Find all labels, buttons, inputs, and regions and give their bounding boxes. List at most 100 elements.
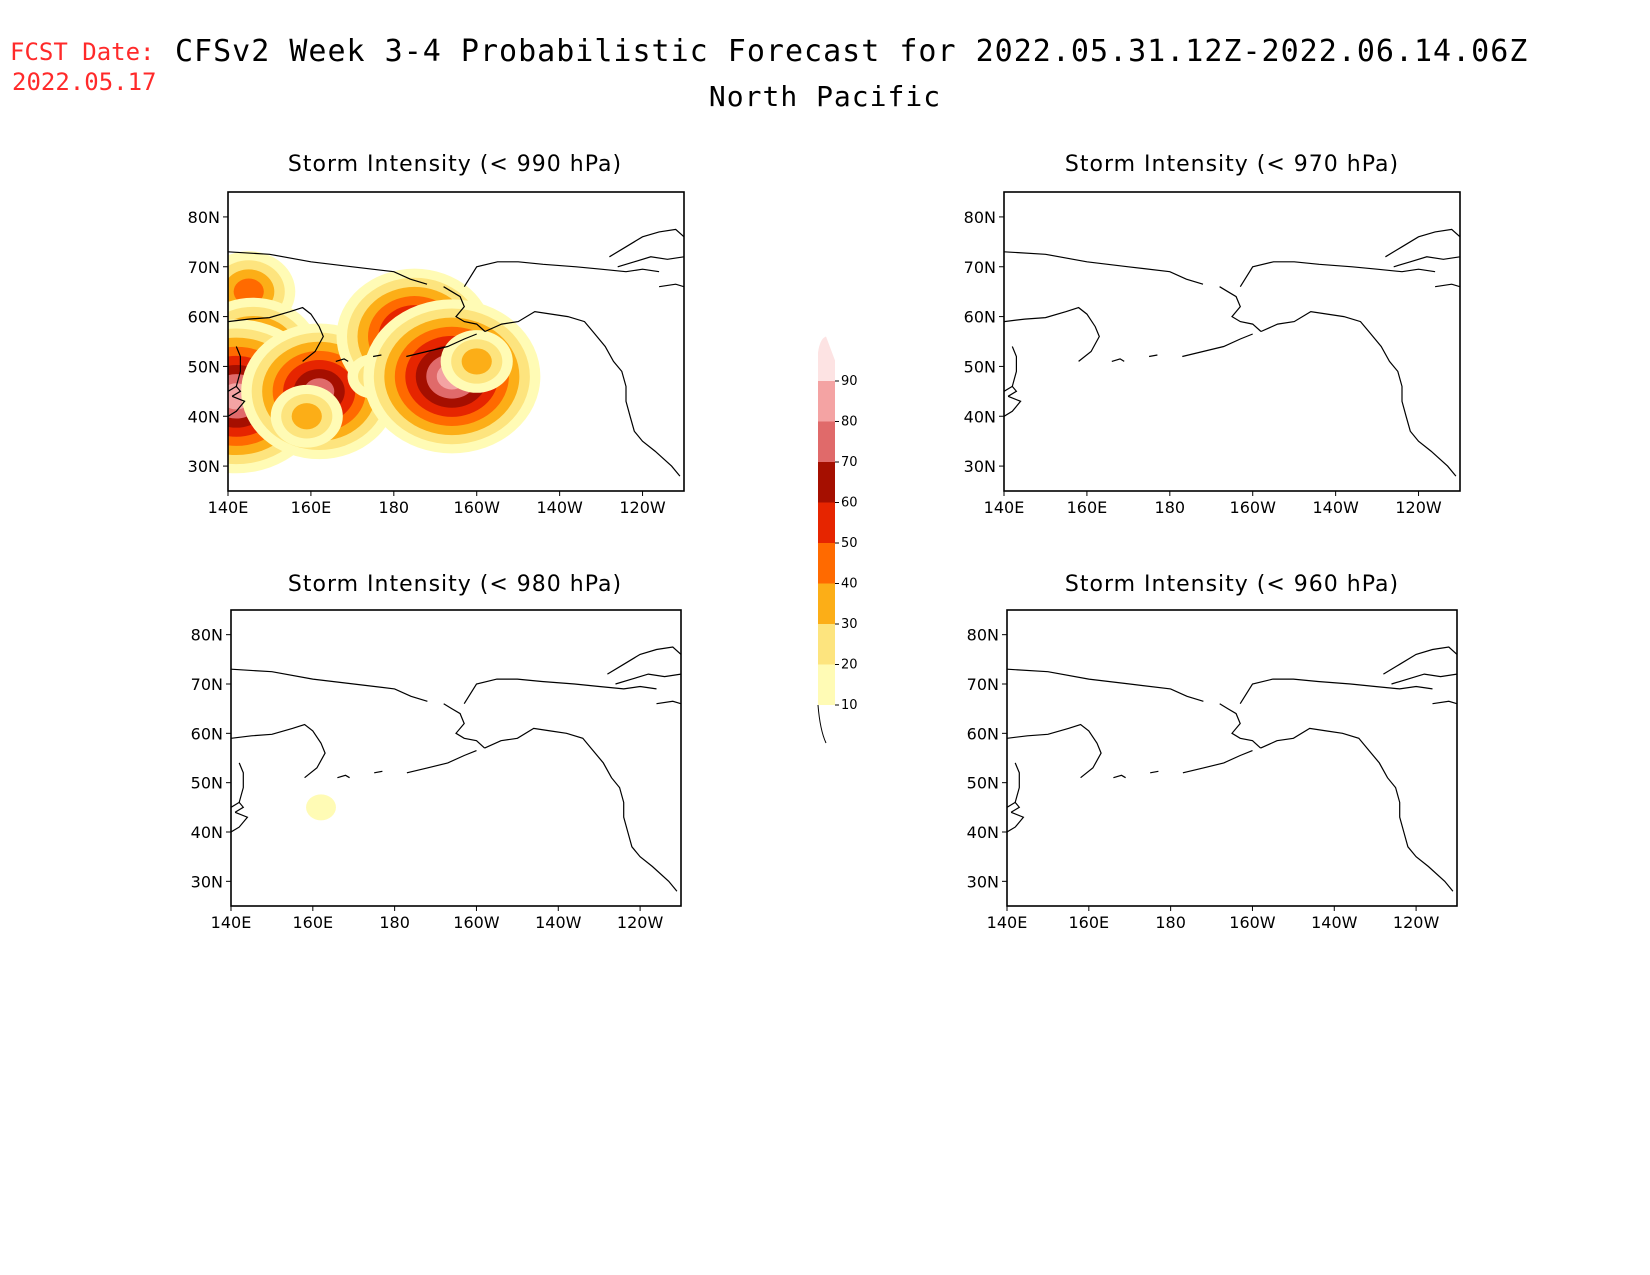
- coastline: [656, 700, 681, 705]
- lon-tick-label: 120W: [1393, 913, 1440, 932]
- colorbar-swatch: [818, 543, 835, 584]
- lat-tick-label: 50N: [967, 774, 999, 793]
- map-frame: [1006, 609, 1458, 907]
- coastline: [238, 762, 244, 803]
- coastline: [372, 354, 382, 358]
- lon-tick-label: 140W: [536, 498, 583, 517]
- map-panel-0: 80N 70N 60N 50N 40N 30N 140E 160E 180 160W 140W 120…: [188, 191, 685, 517]
- colorbar-swatch: [818, 583, 835, 624]
- colorbar-end: [817, 704, 827, 744]
- lon-tick-label: 140W: [1312, 498, 1359, 517]
- probability-contour-30: [461, 348, 492, 375]
- lon-tick-label: 160E: [1068, 913, 1109, 932]
- coastline: [1393, 256, 1460, 268]
- coastline: [607, 646, 681, 675]
- coastline: [1182, 750, 1253, 774]
- lon-tick-label: 120W: [619, 498, 666, 517]
- coastline: [231, 668, 428, 702]
- coastline: [228, 251, 428, 285]
- coastline: [615, 673, 681, 685]
- coastline: [609, 228, 684, 258]
- map-frame: [230, 609, 682, 907]
- lat-tick-label: 50N: [188, 357, 220, 376]
- coastline: [484, 310, 681, 477]
- lon-tick-label: 120W: [1395, 498, 1442, 517]
- map-frame: [227, 191, 685, 492]
- lon-tick-label: 180: [379, 913, 410, 932]
- coastline: [1148, 354, 1158, 358]
- coastline: [231, 801, 245, 813]
- coastline: [406, 750, 477, 774]
- coastline: [231, 723, 326, 779]
- colorbar-label: 10: [841, 698, 858, 713]
- coastline: [1004, 385, 1018, 397]
- coastlines: [1007, 646, 1457, 892]
- colorbar-label: 40: [841, 577, 858, 592]
- probability-shading: [306, 794, 336, 821]
- coastline: [617, 256, 684, 268]
- coastline: [1435, 283, 1460, 288]
- probability-contour-10: [306, 794, 336, 821]
- coastline: [1113, 774, 1126, 779]
- lat-tick-label: 80N: [188, 208, 220, 227]
- coastline: [1007, 668, 1204, 702]
- coastline: [1111, 358, 1125, 362]
- coastlines: [228, 228, 684, 477]
- colorbar-swatch: [818, 381, 835, 422]
- coastline: [1383, 646, 1457, 675]
- lat-tick-label: 60N: [191, 724, 223, 743]
- lat-tick-label: 70N: [967, 675, 999, 694]
- coastline: [1260, 310, 1457, 477]
- coastline: [1004, 251, 1204, 285]
- coastlines: [231, 646, 681, 892]
- lon-tick-label: 140W: [1311, 913, 1358, 932]
- panel-title-990: Storm Intensity (< 990 hPa): [287, 152, 623, 177]
- coastline: [1014, 762, 1020, 803]
- probability-contour-30: [291, 403, 322, 430]
- coastline: [1011, 346, 1017, 387]
- lat-tick-label: 40N: [967, 823, 999, 842]
- coastline: [463, 678, 657, 705]
- lat-tick-label: 40N: [964, 407, 996, 426]
- lon-tick-label: 160W: [454, 498, 501, 517]
- coastline: [443, 703, 486, 749]
- coastline: [1007, 811, 1025, 833]
- lat-tick-label: 80N: [967, 626, 999, 645]
- coastline: [1432, 700, 1457, 705]
- lat-tick-label: 40N: [188, 407, 220, 426]
- coastline: [228, 385, 242, 397]
- probability-shading: [228, 251, 541, 474]
- lon-tick-label: 140E: [987, 913, 1028, 932]
- map-frame: [1003, 191, 1461, 492]
- map-background: [1004, 192, 1460, 491]
- map-panel-3: 80N 70N 60N 50N 40N 30N 140E 160E 180 160W 140W 120…: [967, 609, 1458, 932]
- coastline: [659, 283, 684, 288]
- colorbar-swatch: [818, 624, 835, 665]
- panel-title-960: Storm Intensity (< 960 hPa): [1064, 572, 1400, 597]
- colorbar-swatch: [818, 421, 835, 462]
- lat-tick-label: 40N: [191, 823, 223, 842]
- lon-tick-label: 180: [379, 498, 410, 517]
- colorbar-label: 80: [841, 415, 858, 430]
- coastline: [1239, 678, 1433, 705]
- lon-tick-label: 160E: [291, 498, 332, 517]
- lat-tick-label: 60N: [964, 308, 996, 327]
- lat-tick-label: 60N: [967, 724, 999, 743]
- page-title: CFSv2 Week 3-4 Probabilistic Forecast fo…: [175, 34, 1529, 69]
- lon-tick-label: 180: [1155, 913, 1186, 932]
- map-background: [231, 610, 681, 906]
- region-title: North Pacific: [708, 80, 942, 113]
- coastline: [374, 770, 383, 774]
- lat-tick-label: 70N: [191, 675, 223, 694]
- colorbar-swatch: [818, 664, 835, 705]
- coastline: [228, 306, 324, 362]
- lat-tick-label: 60N: [188, 308, 220, 327]
- colorbar-swatch: [818, 462, 835, 503]
- lon-tick-label: 160E: [292, 913, 333, 932]
- map-background: [1007, 610, 1457, 906]
- lon-tick-label: 140W: [535, 913, 582, 932]
- forecast-date-label: FCST Date:: [10, 38, 155, 66]
- coastline: [1004, 395, 1022, 417]
- coastline: [335, 358, 349, 362]
